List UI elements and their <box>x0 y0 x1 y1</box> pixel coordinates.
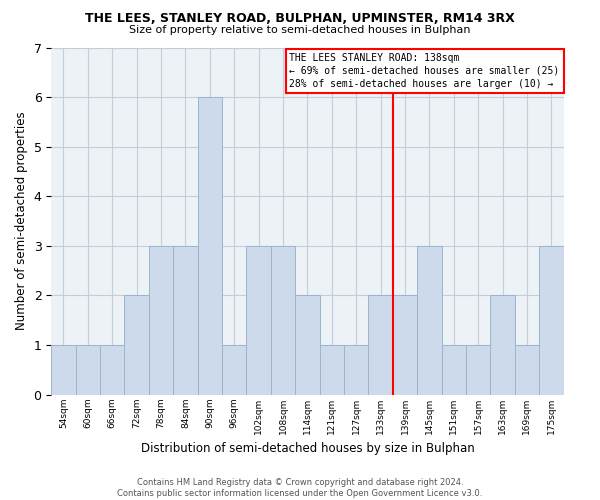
Bar <box>539 246 563 394</box>
Bar <box>466 345 490 395</box>
Bar <box>368 296 393 394</box>
Bar <box>490 296 515 394</box>
Bar <box>124 296 149 394</box>
Bar <box>51 345 76 395</box>
Bar <box>149 246 173 394</box>
Bar <box>173 246 197 394</box>
Bar <box>295 296 320 394</box>
Bar <box>197 97 222 394</box>
X-axis label: Distribution of semi-detached houses by size in Bulphan: Distribution of semi-detached houses by … <box>140 442 474 455</box>
Bar <box>76 345 100 395</box>
Bar <box>320 345 344 395</box>
Y-axis label: Number of semi-detached properties: Number of semi-detached properties <box>15 112 28 330</box>
Bar <box>247 246 271 394</box>
Text: Size of property relative to semi-detached houses in Bulphan: Size of property relative to semi-detach… <box>129 25 471 35</box>
Bar <box>222 345 247 395</box>
Bar <box>442 345 466 395</box>
Text: THE LEES, STANLEY ROAD, BULPHAN, UPMINSTER, RM14 3RX: THE LEES, STANLEY ROAD, BULPHAN, UPMINST… <box>85 12 515 26</box>
Bar <box>515 345 539 395</box>
Bar <box>344 345 368 395</box>
Bar <box>417 246 442 394</box>
Bar <box>393 296 417 394</box>
Text: Contains HM Land Registry data © Crown copyright and database right 2024.
Contai: Contains HM Land Registry data © Crown c… <box>118 478 482 498</box>
Text: THE LEES STANLEY ROAD: 138sqm
← 69% of semi-detached houses are smaller (25)
28%: THE LEES STANLEY ROAD: 138sqm ← 69% of s… <box>289 52 560 89</box>
Bar <box>100 345 124 395</box>
Bar <box>271 246 295 394</box>
